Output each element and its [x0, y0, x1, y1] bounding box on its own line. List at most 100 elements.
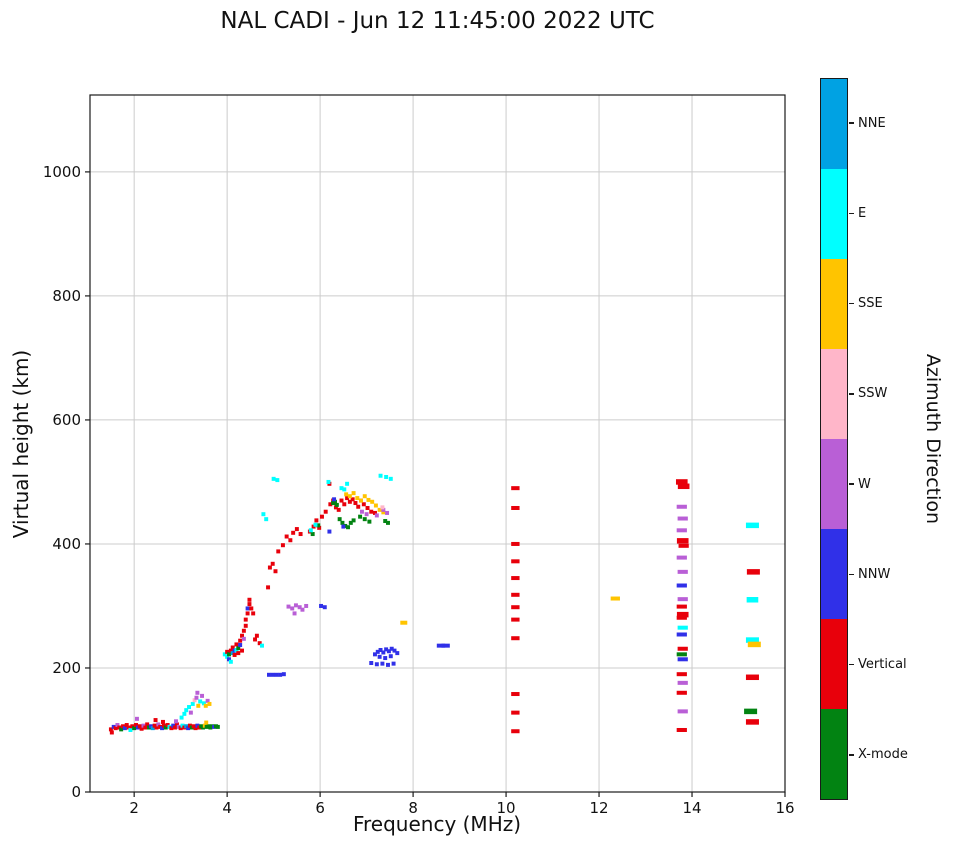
colorbar-label-text: SSE [858, 296, 883, 312]
data-point [215, 724, 220, 729]
data-point [179, 715, 184, 720]
data-point [351, 518, 356, 523]
data-point [388, 654, 393, 659]
data-point [380, 505, 385, 510]
data-point [333, 505, 338, 510]
colorbar-segment-NNW [821, 529, 847, 619]
data-point [280, 543, 285, 548]
data-point [251, 611, 256, 616]
data-point [128, 727, 133, 732]
data-point [308, 528, 313, 533]
data-point [676, 615, 687, 620]
data-point [356, 504, 361, 509]
data-point [264, 517, 269, 522]
data-point [676, 528, 687, 533]
y-tick-label: 1000 [43, 163, 81, 181]
colorbar-label-E: E [849, 205, 867, 221]
data-point [108, 727, 113, 732]
data-point [150, 726, 155, 731]
data-point [236, 646, 241, 651]
data-point [375, 649, 380, 654]
data-point [200, 693, 205, 698]
colorbar-label-text: NNW [858, 566, 891, 582]
data-point [245, 611, 250, 616]
data-point [511, 605, 520, 610]
data-point [745, 674, 759, 681]
data-point [327, 529, 332, 534]
data-point [675, 479, 688, 485]
data-point [207, 701, 212, 706]
azimuth-colorbar [820, 78, 848, 800]
data-point [373, 503, 378, 508]
data-point [240, 648, 244, 653]
data-point [511, 636, 520, 641]
data-point [241, 628, 246, 633]
data-point [203, 703, 208, 708]
data-point [511, 710, 520, 715]
x-tick-label: 2 [129, 799, 139, 817]
data-point [511, 505, 520, 510]
data-point [201, 701, 206, 706]
data-point [323, 509, 328, 514]
data-point [362, 517, 367, 522]
data-point [198, 699, 203, 704]
data-point [195, 690, 200, 695]
data-point [143, 725, 148, 730]
colorbar-label-text: Vertical [858, 657, 907, 673]
data-point [228, 648, 233, 653]
colorbar-label-X-mode: X-mode [849, 747, 908, 762]
data-point [745, 637, 759, 643]
data-point [249, 606, 254, 611]
data-point [271, 476, 276, 481]
colorbar-label-text: E [858, 205, 867, 221]
data-point [292, 611, 297, 616]
data-point [383, 519, 388, 524]
data-point [677, 569, 688, 574]
data-point [184, 708, 189, 713]
x-tick-label: 6 [315, 799, 325, 817]
data-point [339, 486, 344, 491]
plot-border [89, 94, 786, 793]
data-point [341, 524, 346, 529]
data-point [291, 530, 296, 535]
data-point [196, 703, 201, 708]
data-point [113, 726, 118, 731]
data-point [676, 504, 687, 509]
data-point [676, 652, 687, 657]
data-point [163, 725, 168, 730]
data-point [304, 603, 309, 608]
data-point [677, 483, 690, 490]
data-point [386, 649, 391, 654]
data-point [310, 532, 315, 537]
data-point [193, 726, 198, 731]
data-point [380, 661, 385, 666]
data-point [232, 652, 237, 657]
data-point [677, 709, 688, 714]
data-point [336, 507, 341, 512]
data-point [511, 692, 520, 697]
colorbar-label-SSE: SSE [849, 296, 883, 312]
data-point [372, 510, 377, 515]
data-point [326, 479, 331, 484]
data-point [267, 565, 272, 570]
data-point [247, 602, 252, 607]
colorbar-title: Azimuth Direction [922, 353, 944, 525]
data-point [381, 510, 386, 515]
colorbar-segment-NNE [821, 79, 847, 169]
data-point [677, 646, 688, 651]
data-point [677, 597, 688, 602]
data-point [225, 649, 230, 654]
data-point [192, 698, 197, 703]
data-point [204, 720, 209, 725]
data-point [676, 727, 687, 732]
x-tick-label: 14 [682, 799, 701, 817]
data-point [389, 646, 394, 651]
colorbar-segment-E [821, 169, 847, 259]
data-point [328, 502, 333, 507]
colorbar-tick [849, 663, 854, 666]
colorbar-label-SSW: SSW [849, 386, 887, 401]
colorbar-label-Vertical: Vertical [849, 657, 907, 673]
data-point [391, 661, 396, 666]
x-axis-label: Frequency (MHz) [352, 812, 522, 836]
data-point [316, 523, 321, 528]
